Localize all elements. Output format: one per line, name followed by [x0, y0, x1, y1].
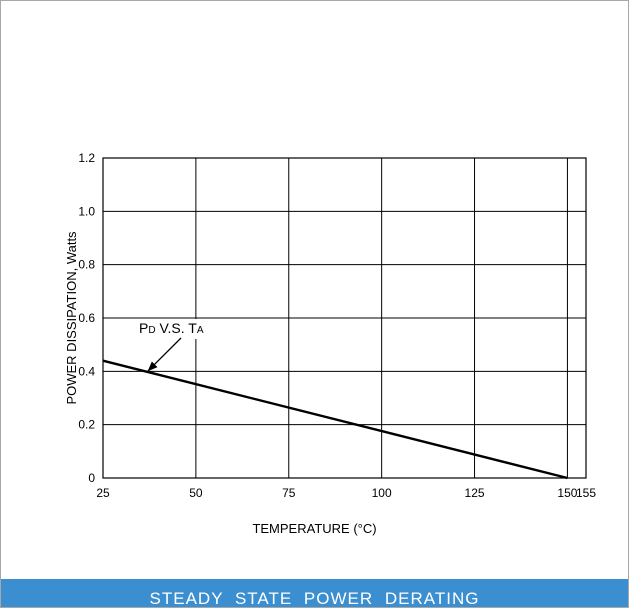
y-tick-label: 0.6	[78, 311, 95, 325]
y-axis-title: POWER DISSIPATION, Watts	[64, 231, 79, 405]
x-axis-title: TEMPERATURE (°C)	[252, 521, 376, 536]
y-tick-label: 1.2	[78, 151, 95, 165]
derating-line	[102, 359, 568, 480]
x-tick-label: 25	[96, 486, 110, 500]
y-tick-label: 0.4	[78, 364, 95, 378]
y-tick-label: 0.8	[78, 258, 95, 272]
grid-layer	[102, 157, 587, 479]
annotation-arrow-head	[147, 361, 158, 372]
annotation-label: PD V.S. TA	[139, 320, 204, 336]
chart-caption-bar: STEADY STATE POWER DERATING	[1, 579, 628, 607]
plot-border	[102, 157, 587, 479]
y-tick-label: 0	[88, 471, 95, 485]
x-tick-label: 125	[465, 486, 485, 500]
x-tick-label: 150	[557, 486, 577, 500]
x-tick-label: 100	[372, 486, 392, 500]
y-tick-label: 0.2	[78, 418, 95, 432]
chart-caption: STEADY STATE POWER DERATING	[149, 589, 480, 607]
annotation-background	[135, 319, 237, 339]
x-tick-label: 155	[576, 486, 596, 500]
y-tick-label: 1.0	[78, 204, 95, 218]
pd-vs-ta-annotation: PD V.S. TA	[135, 319, 237, 372]
series-layer	[102, 359, 568, 480]
x-tick-label: 50	[189, 486, 203, 500]
x-tick-label: 75	[282, 486, 296, 500]
